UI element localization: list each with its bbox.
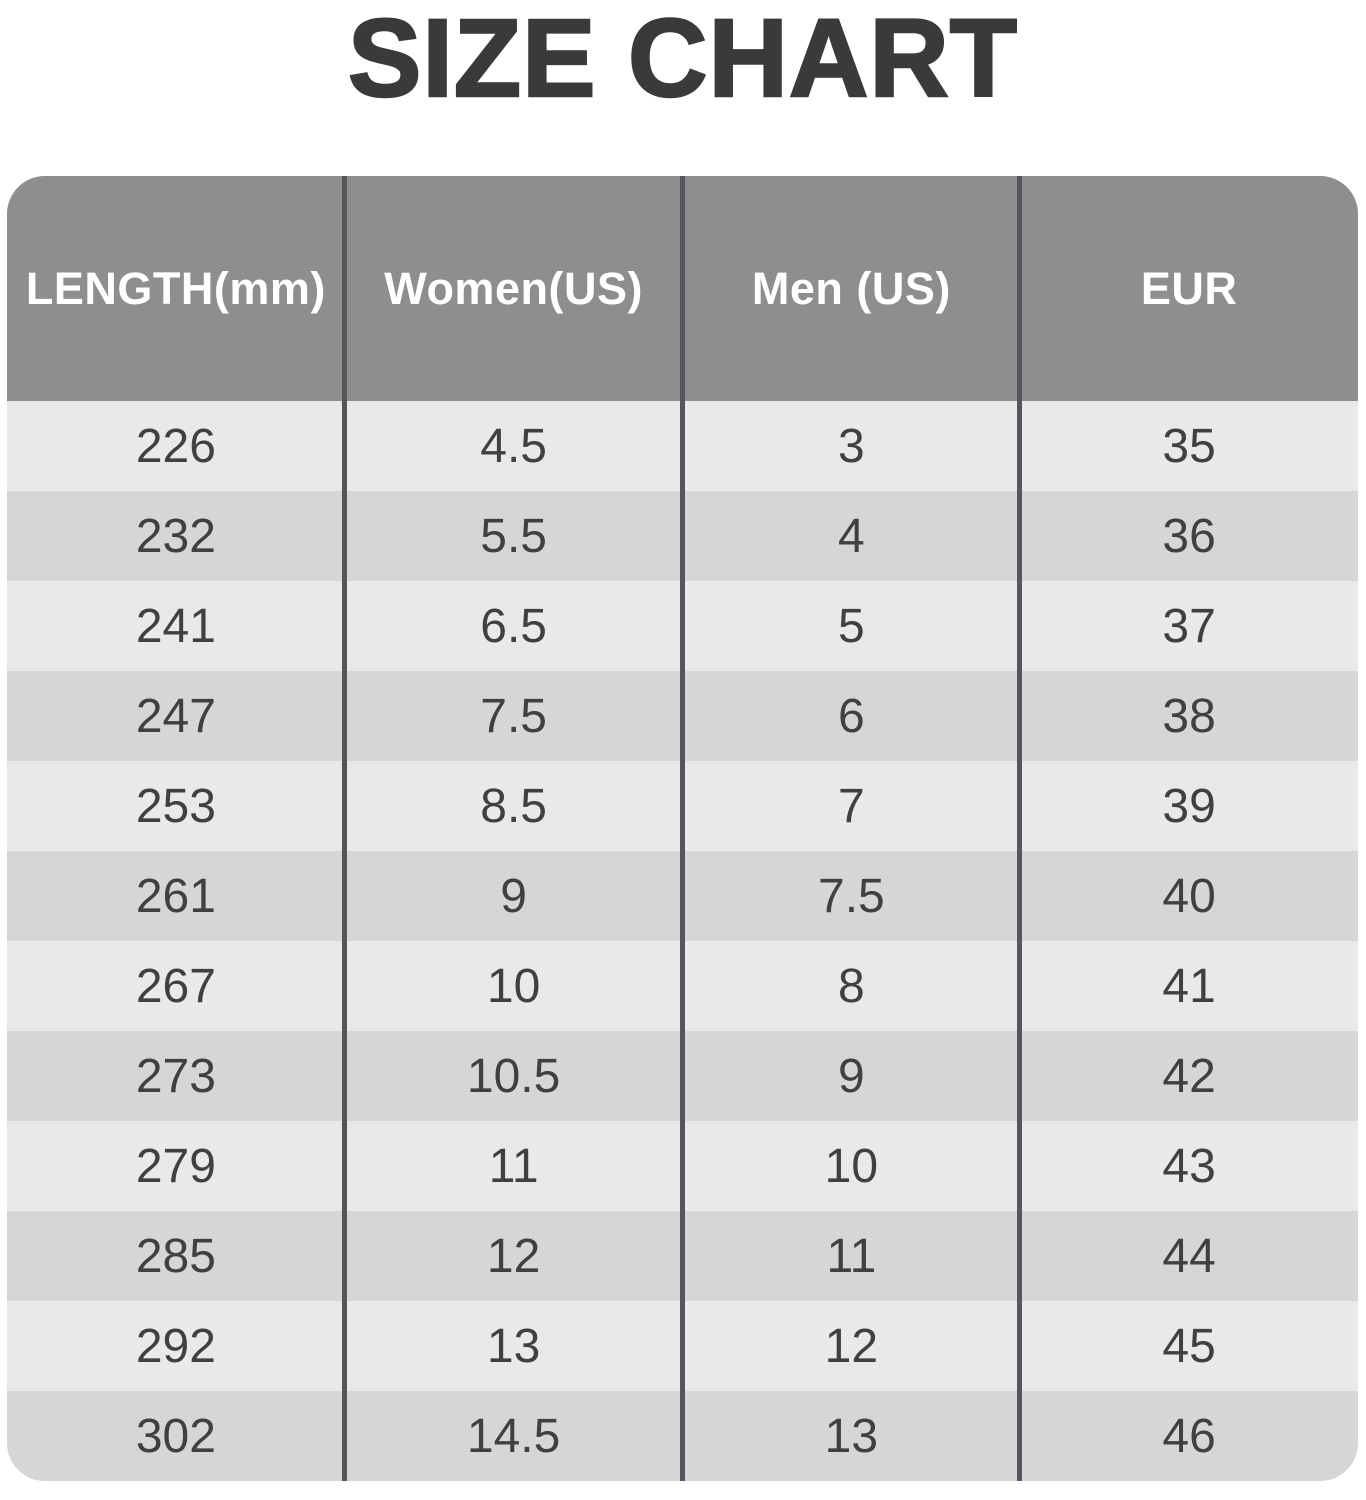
cell-eur: 43 (1162, 1139, 1216, 1193)
column-header-eur: EUR (1140, 262, 1238, 314)
cell-men-us: 4 (838, 509, 865, 563)
cell-eur: 40 (1162, 869, 1216, 923)
cell-eur: 38 (1162, 689, 1216, 743)
column-header-length: LENGTH(mm) (25, 262, 326, 314)
cell-length: 267 (135, 959, 216, 1013)
cell-men-us: 12 (824, 1319, 879, 1373)
cell-women-us: 8.5 (480, 779, 547, 833)
page-title: SIZE CHART (347, 0, 1019, 120)
column-divider (341, 176, 347, 1481)
cell-length: 226 (135, 419, 216, 473)
cell-eur: 46 (1162, 1409, 1216, 1463)
cell-women-us: 7.5 (480, 689, 547, 743)
cell-length: 292 (135, 1319, 216, 1373)
cell-women-us: 5.5 (480, 509, 547, 563)
cell-eur: 44 (1162, 1229, 1216, 1283)
cell-men-us: 7 (838, 779, 865, 833)
cell-eur: 35 (1162, 419, 1216, 473)
cell-women-us: 4.5 (480, 419, 547, 473)
cell-men-us: 8 (838, 959, 865, 1013)
cell-men-us: 13 (824, 1409, 879, 1463)
cell-women-us: 10.5 (466, 1049, 561, 1103)
cell-length: 232 (135, 509, 216, 563)
cell-men-us: 7.5 (818, 869, 885, 923)
cell-length: 273 (135, 1049, 216, 1103)
cell-men-us: 9 (838, 1049, 865, 1103)
column-divider (1017, 176, 1023, 1481)
cell-length: 261 (135, 869, 216, 923)
cell-men-us: 3 (838, 419, 865, 473)
size-chart-table: LENGTH(mm) Women(US) Men (US) EUR 226 4.5… (7, 176, 1358, 1481)
cell-women-us: 6.5 (480, 599, 547, 653)
column-header-men-us: Men (US) (751, 262, 951, 314)
cell-eur: 41 (1162, 959, 1216, 1013)
cell-length: 302 (135, 1409, 216, 1463)
column-header-women-us: Women(US) (384, 262, 643, 314)
cell-women-us: 14.5 (466, 1409, 561, 1463)
cell-eur: 45 (1162, 1319, 1216, 1373)
cell-length: 253 (135, 779, 216, 833)
cell-length: 279 (135, 1139, 216, 1193)
cell-men-us: 10 (824, 1139, 879, 1193)
cell-length: 241 (135, 599, 216, 653)
cell-men-us: 11 (826, 1229, 877, 1283)
cell-women-us: 13 (486, 1319, 541, 1373)
cell-women-us: 11 (488, 1139, 539, 1193)
cell-men-us: 6 (838, 689, 865, 743)
cell-women-us: 9 (500, 869, 527, 923)
cell-length: 285 (135, 1229, 216, 1283)
cell-women-us: 12 (486, 1229, 541, 1283)
cell-eur: 36 (1162, 509, 1216, 563)
cell-eur: 37 (1162, 599, 1216, 653)
column-divider (679, 176, 685, 1481)
cell-eur: 42 (1162, 1049, 1216, 1103)
cell-eur: 39 (1162, 779, 1216, 833)
cell-men-us: 5 (838, 599, 865, 653)
cell-women-us: 10 (486, 959, 541, 1013)
cell-length: 247 (135, 689, 216, 743)
